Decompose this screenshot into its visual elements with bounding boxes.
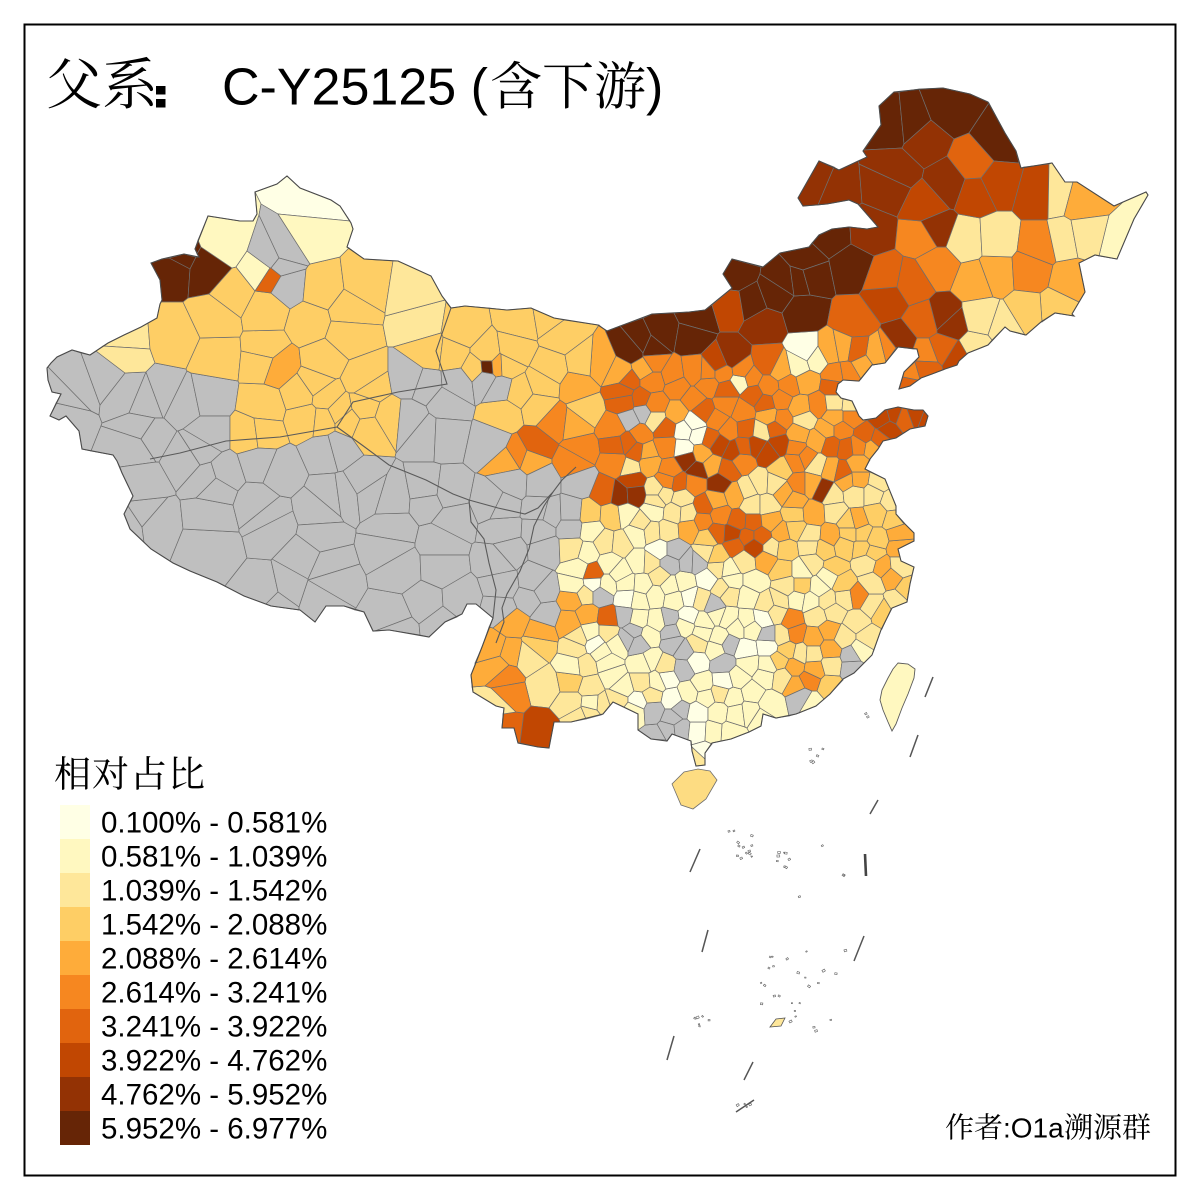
- svg-text:3.241% - 3.922%: 3.241% - 3.922%: [101, 1011, 327, 1044]
- svg-text:5.952% - 6.977%: 5.952% - 6.977%: [101, 1113, 327, 1146]
- svg-text:1.542% - 2.088%: 1.542% - 2.088%: [101, 909, 327, 942]
- svg-text:C-Y25125 (: C-Y25125 (: [222, 59, 489, 117]
- svg-text:2.614% - 3.241%: 2.614% - 3.241%: [101, 977, 327, 1010]
- svg-text:4.762% - 5.952%: 4.762% - 5.952%: [101, 1079, 327, 1112]
- svg-text:): ): [646, 59, 663, 117]
- svg-text:3.922% - 4.762%: 3.922% - 4.762%: [101, 1045, 327, 1078]
- svg-text::O1a: :O1a: [1003, 1113, 1064, 1144]
- svg-text:0.581% - 1.039%: 0.581% - 1.039%: [101, 841, 327, 874]
- svg-text:1.039% - 1.542%: 1.039% - 1.542%: [101, 875, 327, 908]
- svg-text:2.088% - 2.614%: 2.088% - 2.614%: [101, 943, 327, 976]
- svg-text:0.100% - 0.581%: 0.100% - 0.581%: [101, 807, 327, 840]
